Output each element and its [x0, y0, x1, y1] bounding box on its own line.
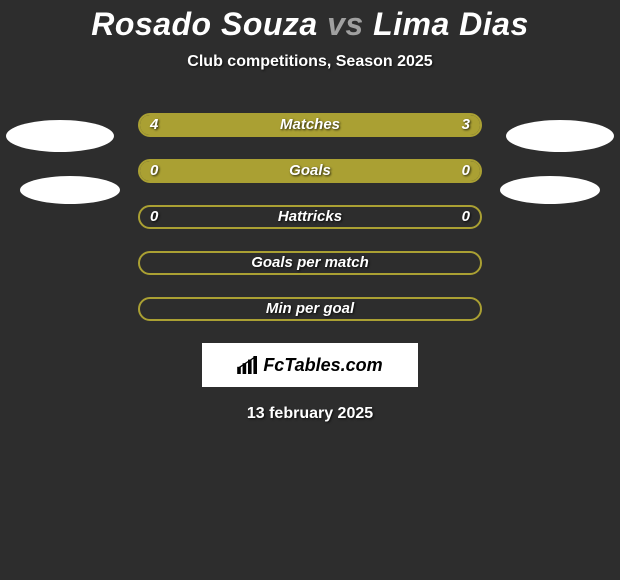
stat-row: Goals per match	[0, 251, 620, 275]
stat-label: Min per goal	[138, 297, 482, 321]
stat-row: 00Goals	[0, 159, 620, 183]
stat-label: Hattricks	[138, 205, 482, 229]
subtitle: Club competitions, Season 2025	[0, 53, 620, 71]
title-vs: vs	[327, 6, 364, 42]
stat-row: 43Matches	[0, 113, 620, 137]
stat-label: Matches	[138, 113, 482, 137]
stat-label: Goals	[138, 159, 482, 183]
player1-name: Rosado Souza	[91, 6, 317, 42]
player2-name: Lima Dias	[373, 6, 529, 42]
date: 13 february 2025	[0, 405, 620, 423]
stat-row: Min per goal	[0, 297, 620, 321]
stat-row: 00Hattricks	[0, 205, 620, 229]
page-title: Rosado Souza vs Lima Dias	[0, 0, 620, 43]
logo: FcTables.com	[202, 343, 418, 387]
stat-label: Goals per match	[138, 251, 482, 275]
chart-icon	[237, 356, 259, 374]
logo-text: FcTables.com	[263, 355, 382, 376]
